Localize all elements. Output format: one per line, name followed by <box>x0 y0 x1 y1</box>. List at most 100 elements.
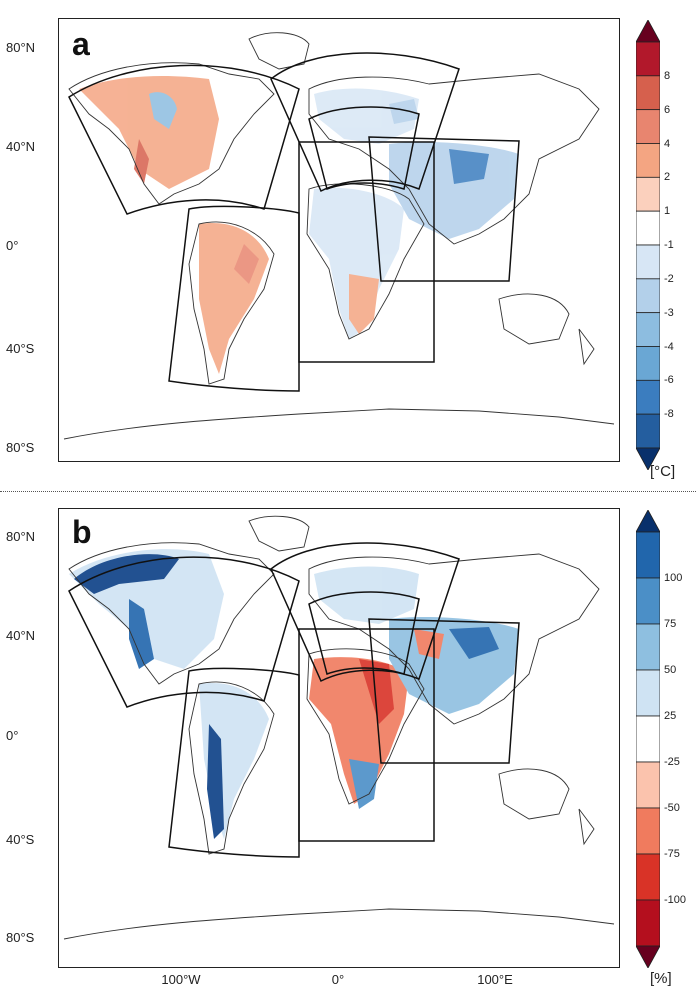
colorbar-b-graphic <box>636 510 660 968</box>
colorbar-segment <box>636 75 660 111</box>
domain-north-america <box>68 64 300 215</box>
domain-south-america <box>168 205 300 392</box>
coast-new-zealand <box>578 328 595 366</box>
domain-b-mediterranean <box>308 591 420 675</box>
colorbar-segment <box>636 346 660 381</box>
colorbar-bottom-arrow <box>636 945 660 968</box>
domain-boxes-b <box>68 542 520 858</box>
coast-africa <box>306 183 425 340</box>
lon-label-0: 0° <box>331 972 345 987</box>
domain-b-north-america <box>68 556 300 708</box>
coast-b-africa <box>306 648 425 805</box>
lat-label-b-80n: 80°N <box>6 529 36 544</box>
colorbar-a <box>636 20 660 470</box>
precipitation-field-b <box>69 549 519 839</box>
colorbar-bottom-arrow <box>636 447 660 470</box>
colorbar-tick-label: 6 <box>664 103 671 116</box>
coast-south-america <box>188 221 275 385</box>
colorbar-segment <box>636 413 660 449</box>
colorbar-tick-label: -3 <box>664 306 674 319</box>
colorbar-tick-label: 4 <box>664 137 671 150</box>
panel-divider <box>0 491 696 492</box>
world-map-b <box>63 515 615 940</box>
domain-south-asia <box>368 136 520 282</box>
coast-b-greenland <box>248 515 310 552</box>
lat-label-80s: 80°S <box>6 440 35 455</box>
colorbar-segment <box>636 244 660 280</box>
field-na-warm-west <box>134 139 149 184</box>
domain-b-south-asia <box>368 618 520 764</box>
field-b-andes <box>207 724 224 839</box>
lon-label-100w: 100°W <box>161 972 201 987</box>
colorbar-segment <box>636 669 660 717</box>
field-b-europe <box>314 566 419 624</box>
colorbar-segment <box>636 143 660 178</box>
lat-label-40s: 40°S <box>6 341 35 356</box>
colorbar-tick-label: 25 <box>664 710 677 722</box>
field-b-arabia <box>414 629 444 659</box>
coast-b-australia <box>498 768 570 820</box>
field-south-america <box>199 223 269 374</box>
panel-letter-a: a <box>72 26 90 62</box>
colorbar-tick-label: 50 <box>664 664 677 676</box>
domain-b-south-america <box>168 667 300 858</box>
field-sa-warm <box>234 244 259 284</box>
colorbar-tick-label: 75 <box>664 618 677 630</box>
field-b-sahara-red <box>359 659 394 724</box>
colorbar-segment <box>636 577 660 625</box>
coast-b-north-america <box>68 542 275 685</box>
colorbar-tick-label: 1 <box>664 205 671 218</box>
domain-africa <box>298 141 435 363</box>
lon-label-100e: 100°E <box>477 972 513 987</box>
coast-b-new-zealand <box>578 808 595 846</box>
map-frame-b <box>58 508 620 968</box>
colorbar-tick-label: -4 <box>664 340 674 353</box>
unit-label-b: [%] <box>650 970 672 987</box>
colorbar-segment <box>636 853 660 901</box>
unit-label-a: [°C] <box>650 463 676 480</box>
colorbar-segment <box>636 176 660 212</box>
coast-antarctica <box>63 408 615 440</box>
domain-mediterranean <box>308 106 420 190</box>
colorbar-segment <box>636 312 660 347</box>
field-b-alaska <box>74 554 179 594</box>
colorbar-segment <box>636 715 660 763</box>
panel-a-temperature: a 80°N 40°N 0° 40°S 80°S 8 6 4 2 1 -1 -2 -3 -4 -6… <box>0 0 696 488</box>
domain-b-europe-arctic <box>270 542 460 683</box>
colorbar-top-arrow <box>636 20 660 43</box>
lat-label-b-80s: 80°S <box>6 930 35 945</box>
field-europe <box>314 88 419 144</box>
panel-letter-b: b <box>72 514 92 550</box>
lat-label-b-0: 0° <box>6 728 19 743</box>
colorbar-tick-label: 2 <box>664 171 671 184</box>
colorbar-segment <box>636 210 660 246</box>
colorbar-segment <box>636 623 660 671</box>
colorbar-segment <box>636 109 660 144</box>
colorbar-segment <box>636 379 660 415</box>
temperature-field-a <box>79 76 519 374</box>
colorbar-tick-label: -25 <box>664 756 680 768</box>
coast-b-south-america <box>188 681 275 855</box>
colorbar-segment <box>636 899 660 947</box>
colorbar-tick-label: -2 <box>664 272 674 285</box>
lat-label-b-40n: 40°N <box>6 628 36 643</box>
lat-label-80n: 80°N <box>6 40 36 55</box>
colorbar-tick-label: -100 <box>664 894 687 906</box>
colorbar-tick-label: -8 <box>664 408 674 421</box>
coast-eurasia <box>308 73 600 245</box>
domain-europe-arctic <box>270 52 460 193</box>
lat-label-0: 0° <box>6 238 19 253</box>
field-europe-cool <box>389 99 419 124</box>
field-tibet-cool <box>449 149 489 184</box>
world-map-a <box>63 32 615 440</box>
colorbar-segment <box>636 41 660 77</box>
colorbar-a-graphic <box>636 20 660 470</box>
colorbar-tick-label: 8 <box>664 69 671 82</box>
colorbar-top-arrow <box>636 510 660 533</box>
colorbar-tick-label: -75 <box>664 848 680 860</box>
colorbar-tick-label: -1 <box>664 239 674 251</box>
field-africa-north <box>309 187 404 339</box>
coastlines-b <box>63 515 615 940</box>
field-north-america <box>79 76 219 189</box>
field-b-tibet <box>449 627 499 659</box>
